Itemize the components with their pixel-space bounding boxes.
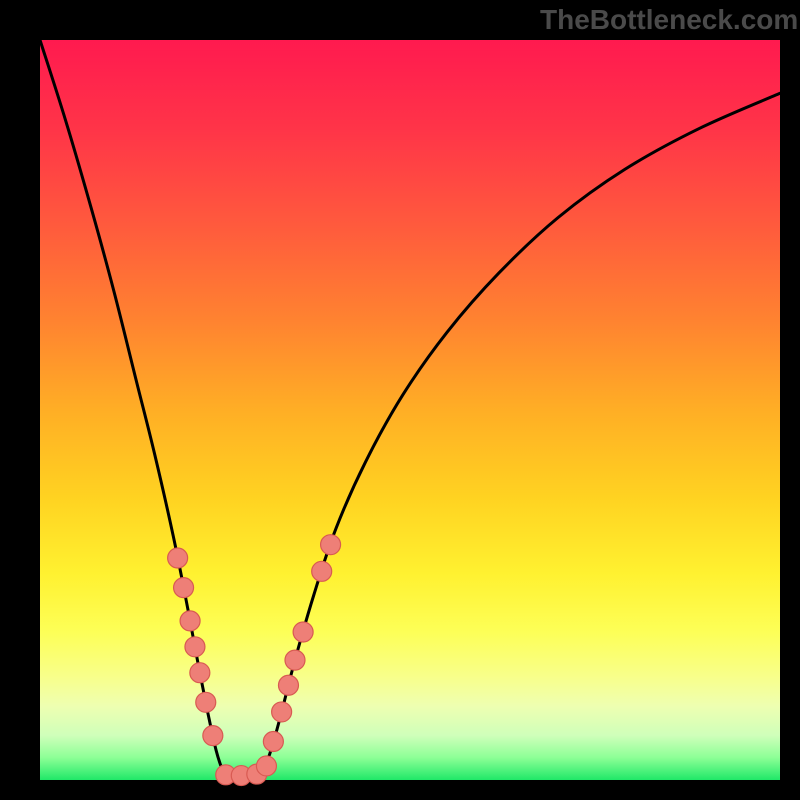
plot-area <box>40 40 780 780</box>
data-marker <box>278 675 298 695</box>
data-marker <box>203 726 223 746</box>
watermark-text: TheBottleneck.com <box>540 4 798 36</box>
chart-stage: TheBottleneck.com <box>0 0 800 800</box>
data-marker <box>321 535 341 555</box>
data-marker <box>285 650 305 670</box>
data-marker <box>196 692 216 712</box>
data-marker <box>256 756 276 776</box>
data-marker <box>263 732 283 752</box>
data-marker <box>168 548 188 568</box>
chart-svg <box>40 40 780 780</box>
data-marker <box>185 637 205 657</box>
data-marker <box>293 622 313 642</box>
data-marker <box>180 611 200 631</box>
data-marker <box>312 561 332 581</box>
data-marker <box>272 702 292 722</box>
data-marker <box>190 663 210 683</box>
data-marker <box>174 578 194 598</box>
gradient-background <box>40 40 780 780</box>
